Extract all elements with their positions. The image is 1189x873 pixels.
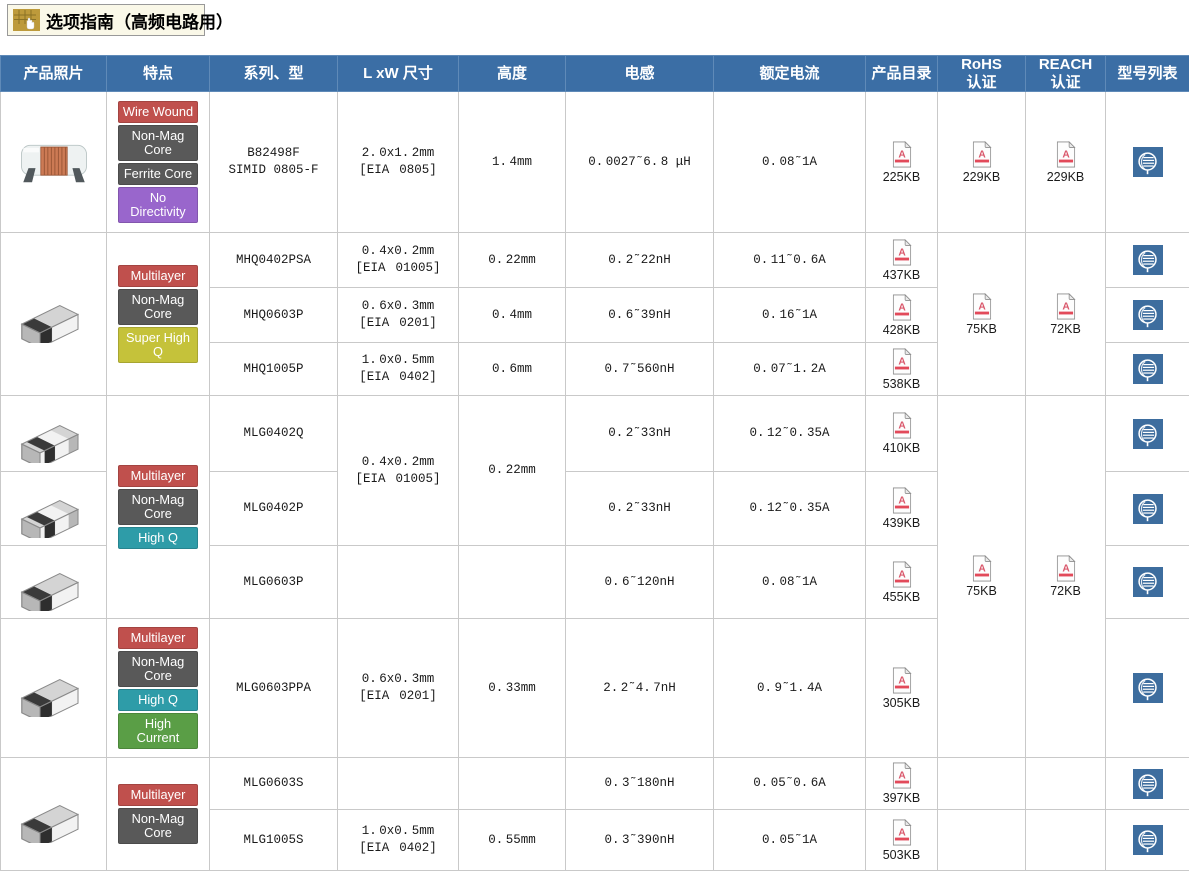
- svg-text:A: A: [978, 301, 986, 312]
- svg-text:A: A: [898, 421, 906, 432]
- svg-text:A: A: [898, 302, 906, 313]
- svg-text:A: A: [898, 247, 906, 258]
- svg-text:A: A: [978, 564, 986, 575]
- svg-text:A: A: [1062, 149, 1070, 160]
- svg-text:A: A: [898, 356, 906, 367]
- svg-text:A: A: [898, 149, 906, 160]
- svg-text:A: A: [898, 771, 906, 782]
- svg-text:A: A: [898, 827, 906, 838]
- svg-text:A: A: [898, 675, 906, 686]
- svg-text:A: A: [978, 149, 986, 160]
- svg-text:A: A: [898, 496, 906, 507]
- svg-text:A: A: [898, 569, 906, 580]
- svg-text:A: A: [1062, 301, 1070, 312]
- svg-text:A: A: [1062, 564, 1070, 575]
